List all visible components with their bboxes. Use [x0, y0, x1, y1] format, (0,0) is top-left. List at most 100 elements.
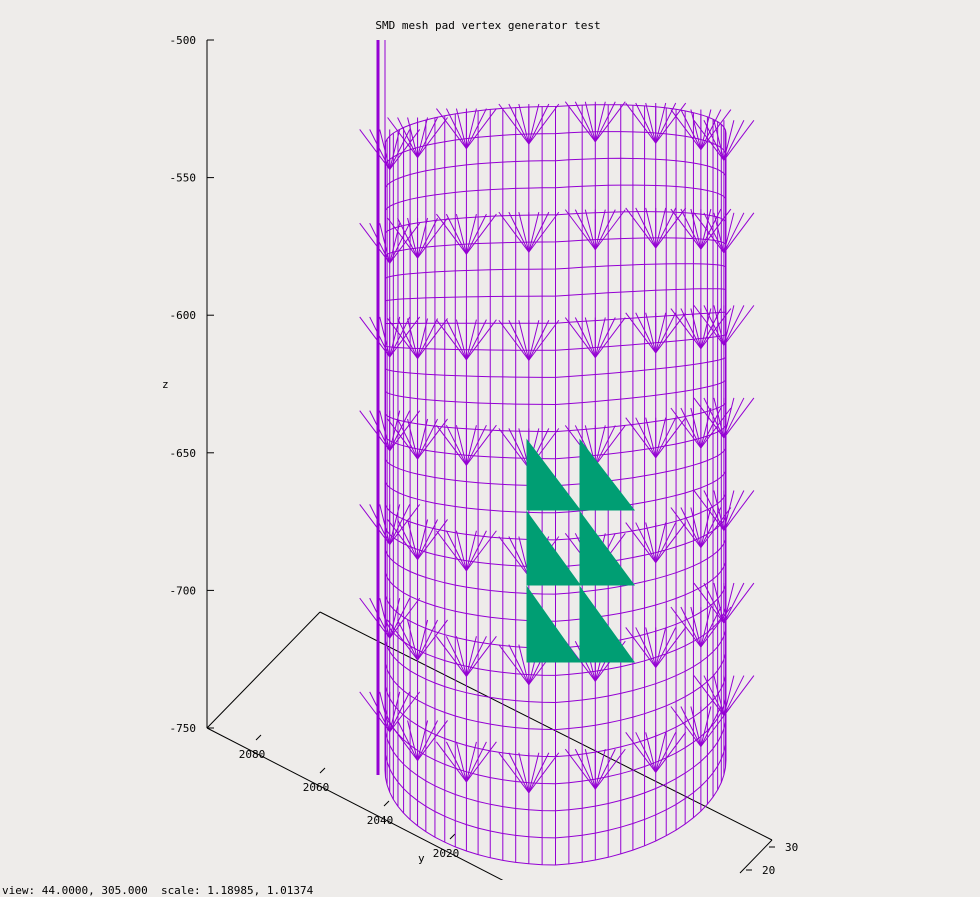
- mesh-fan: [498, 319, 530, 361]
- mesh-fan: [680, 606, 702, 648]
- mesh-fan: [655, 417, 687, 458]
- z-axis-ticks: -500 -550 -600 -650 -700 -750: [170, 34, 214, 735]
- mesh-fan: [359, 222, 391, 264]
- mesh-fan: [625, 417, 657, 458]
- mesh-fan: [655, 312, 687, 354]
- pad-triangle: [526, 585, 581, 663]
- mesh-fan: [713, 212, 725, 253]
- mesh-fan: [723, 212, 745, 254]
- mesh-fan: [693, 490, 725, 531]
- mesh-fan: [703, 305, 725, 346]
- mesh-fan: [594, 209, 606, 250]
- mesh-fan: [693, 119, 725, 161]
- mesh-fan: [594, 101, 616, 142]
- mesh-fan: [508, 644, 530, 685]
- mesh-fan: [528, 752, 540, 793]
- mesh-fan: [369, 222, 391, 264]
- mesh-fan: [594, 425, 616, 466]
- axis-frame: [206, 40, 773, 880]
- mesh-row: [384, 715, 727, 812]
- mesh-fan: [498, 536, 530, 577]
- mesh-fan: [379, 316, 391, 358]
- y-tick: [255, 734, 262, 741]
- pad-triangle: [526, 438, 582, 511]
- mesh-fan: [723, 675, 745, 716]
- mesh-fan: [635, 417, 657, 458]
- mesh-fan: [465, 636, 477, 677]
- mesh-fan: [417, 619, 448, 661]
- mesh-fan: [387, 619, 418, 661]
- mesh-fan: [723, 397, 735, 439]
- mesh-fan: [693, 582, 725, 624]
- mesh-fan: [389, 316, 401, 358]
- mesh-fan: [417, 318, 429, 359]
- mesh-fan: [564, 748, 596, 790]
- mesh-fan: [693, 212, 725, 254]
- mesh-fan: [713, 675, 725, 716]
- mesh-fan: [455, 425, 467, 466]
- mesh-fan: [407, 619, 419, 661]
- mesh-row: [384, 692, 727, 785]
- x-axis-line: [739, 839, 773, 874]
- pad-triangle: [579, 585, 635, 663]
- mesh-row: [384, 288, 727, 302]
- mesh-fan: [389, 598, 401, 639]
- mesh-fan: [387, 519, 418, 560]
- mesh-fan: [655, 207, 667, 249]
- mesh-fan: [670, 706, 702, 747]
- mesh-fan: [397, 418, 419, 460]
- mesh-fan: [655, 732, 667, 773]
- mesh-fan: [723, 397, 745, 439]
- mesh-fan: [723, 397, 755, 439]
- mesh-fan: [466, 635, 497, 677]
- mesh-fan: [387, 217, 418, 259]
- mesh-fan: [417, 619, 429, 661]
- mesh-fan: [723, 305, 735, 346]
- mesh-fan: [645, 732, 657, 773]
- mesh-fan: [417, 418, 429, 460]
- mesh-fan: [655, 522, 667, 563]
- mesh-fan: [564, 209, 596, 250]
- x-axis-back-line: [206, 611, 321, 729]
- mesh-row: [384, 625, 727, 704]
- mesh-fan: [528, 752, 560, 794]
- mesh-fan: [700, 407, 712, 449]
- mesh-fan: [635, 312, 657, 354]
- mesh-fan: [518, 752, 530, 793]
- mesh-fan: [389, 410, 401, 451]
- mesh-fan: [417, 117, 448, 158]
- mesh-fan: [723, 120, 735, 161]
- z-tick-label: -500: [170, 34, 197, 47]
- mesh-fan: [445, 530, 467, 571]
- mesh-fan: [436, 530, 467, 572]
- mesh-fan: [703, 490, 725, 531]
- mesh-fan: [498, 211, 530, 253]
- mesh-row: [384, 536, 727, 595]
- mesh-fan: [574, 748, 596, 790]
- mesh-fan: [466, 108, 497, 149]
- mesh-fan: [528, 319, 560, 361]
- mesh-fan: [379, 129, 391, 170]
- mesh-fan: [670, 208, 702, 250]
- mesh-fan: [574, 209, 596, 250]
- mesh-row: [384, 647, 727, 731]
- mesh-fan: [528, 211, 550, 253]
- mesh-fan: [528, 103, 540, 145]
- mesh-row: [384, 211, 727, 235]
- mesh-fan: [584, 317, 596, 358]
- mesh-fan: [655, 417, 667, 458]
- mesh-fan: [703, 120, 725, 161]
- mesh-fan: [645, 417, 657, 458]
- mesh-fan: [723, 675, 755, 716]
- mesh-fan: [407, 418, 419, 460]
- x-axis-ticks: 30 20: [746, 841, 798, 877]
- mesh-fan: [389, 410, 421, 451]
- z-tick-label: -750: [170, 722, 197, 735]
- mesh-fan: [703, 397, 725, 439]
- mesh-fan: [417, 117, 429, 158]
- y-tick-label: 2020: [433, 847, 460, 860]
- mesh-fan: [625, 627, 657, 668]
- mesh-fan: [417, 619, 439, 661]
- mesh-fan: [397, 720, 419, 761]
